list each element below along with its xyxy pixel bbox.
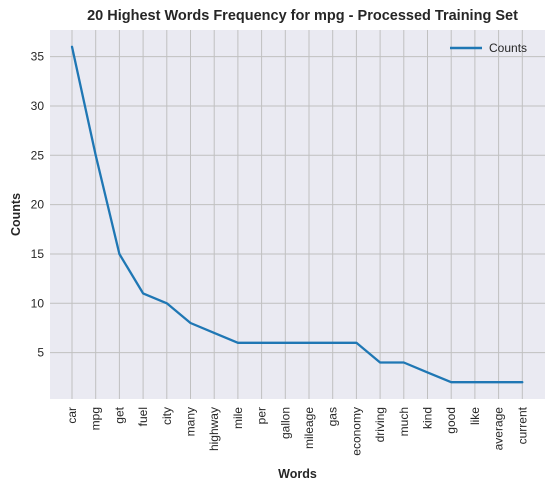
x-tick-label: mile bbox=[231, 407, 245, 429]
x-tick-label: like bbox=[468, 407, 482, 425]
x-tick-label: current bbox=[515, 406, 529, 444]
series-group bbox=[70, 45, 524, 384]
y-tick-label: 10 bbox=[31, 296, 45, 310]
x-tick-label: average bbox=[492, 407, 506, 451]
y-tick-label: 5 bbox=[37, 346, 44, 360]
x-tick-label: good bbox=[444, 407, 458, 434]
grid-lines bbox=[50, 30, 545, 399]
y-tick-label: 25 bbox=[31, 148, 45, 162]
y-tick-label: 20 bbox=[31, 198, 45, 212]
x-tick-label: economy bbox=[349, 407, 363, 456]
y-axis-label: Counts bbox=[9, 193, 23, 236]
x-tick-label: much bbox=[397, 407, 411, 436]
y-tick-label: 35 bbox=[31, 50, 45, 64]
series-line-counts bbox=[70, 45, 524, 384]
legend-entry: Counts bbox=[489, 41, 527, 55]
x-tick-label: get bbox=[112, 406, 126, 423]
x-tick-label: driving bbox=[373, 407, 387, 442]
x-tick-label: gallon bbox=[278, 407, 292, 439]
x-tick-label: highway bbox=[207, 407, 221, 451]
x-axis-label: Words bbox=[278, 467, 317, 481]
x-tick-label: fuel bbox=[136, 407, 150, 426]
x-tick-label: mpg bbox=[89, 407, 103, 430]
x-tick-label: car bbox=[65, 407, 79, 424]
x-tick-labels: car mpg get fuel city many highway mile per gallo… bbox=[65, 406, 529, 455]
x-tick-label: per bbox=[255, 407, 269, 424]
x-tick-label: gas bbox=[326, 407, 340, 426]
y-tick-label: 15 bbox=[31, 247, 45, 261]
chart-title: 20 Highest Words Frequency for mpg - Pro… bbox=[87, 8, 518, 24]
y-tick-labels: 5 10 15 20 25 30 35 bbox=[31, 50, 45, 360]
x-tick-label: many bbox=[184, 407, 198, 436]
x-tick-label: kind bbox=[421, 407, 435, 429]
legend: Counts bbox=[450, 41, 527, 55]
x-tick-label: mileage bbox=[302, 407, 316, 449]
y-tick-label: 30 bbox=[31, 99, 45, 113]
plot-area bbox=[50, 30, 545, 399]
x-tick-label: city bbox=[160, 407, 174, 425]
